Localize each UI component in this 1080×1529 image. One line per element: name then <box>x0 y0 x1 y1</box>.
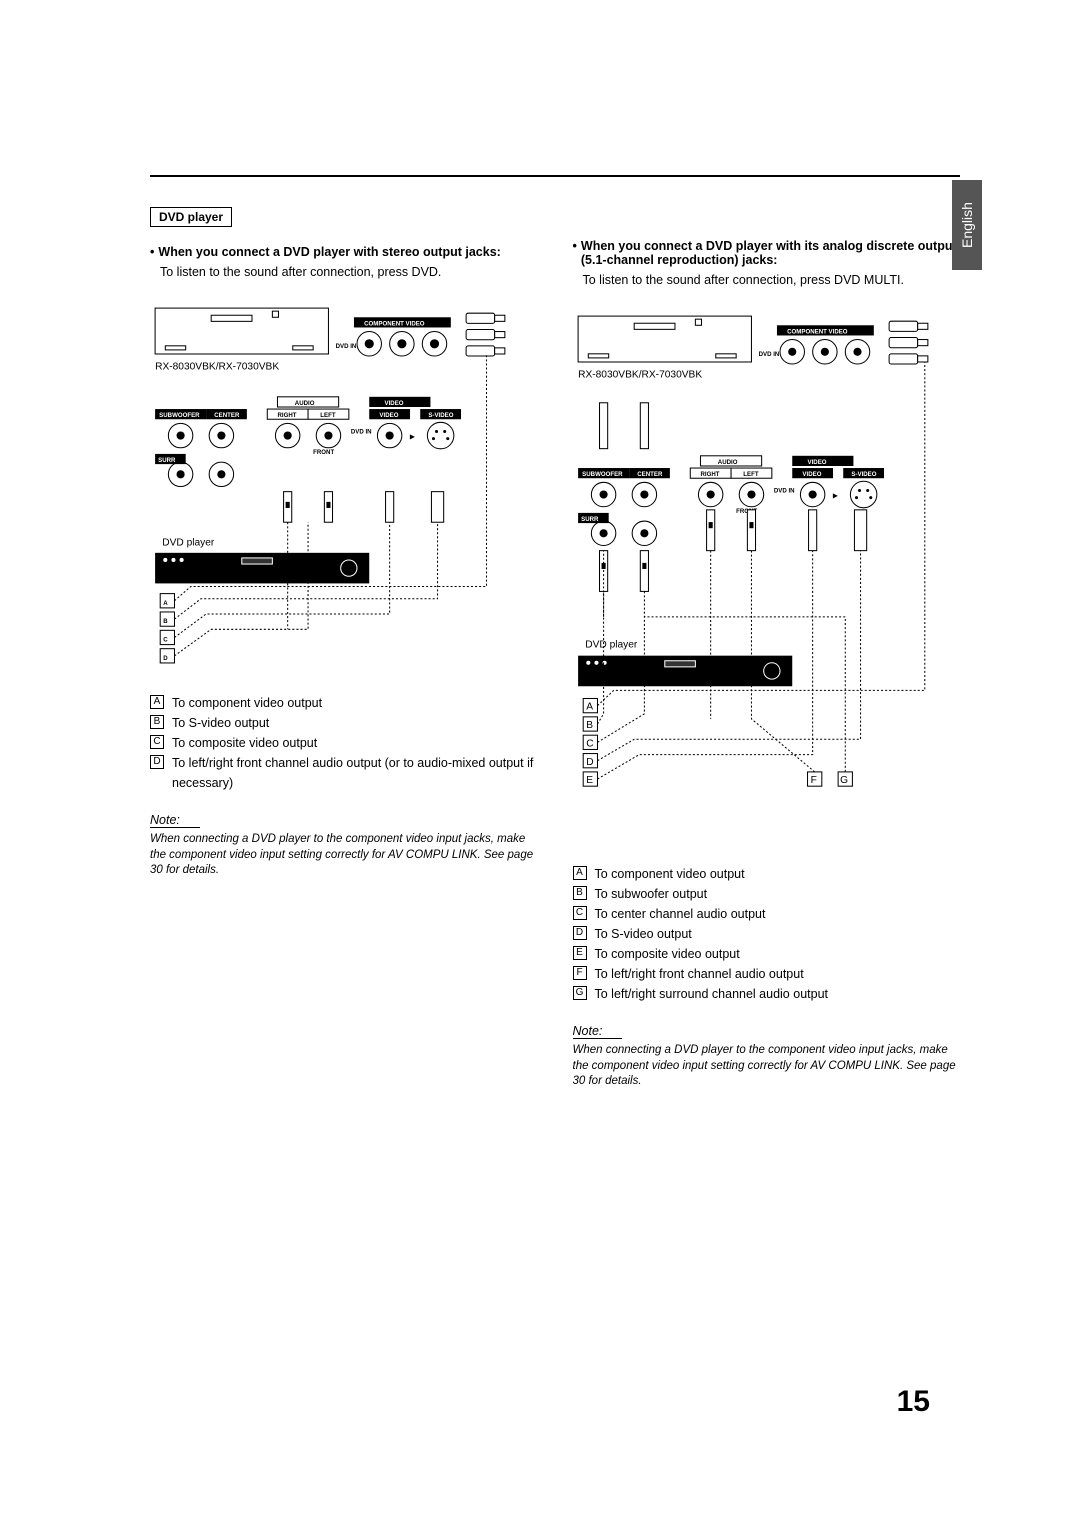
right-diagram: RX-8030VBK/RX-7030VBK COMPONENT VIDEO DV… <box>573 311 961 841</box>
legend-key: D <box>150 755 164 769</box>
svg-text:DVD IN: DVD IN <box>758 351 779 358</box>
svg-text:VIDEO: VIDEO <box>807 459 826 466</box>
dvd-player-label: DVD player <box>585 640 638 651</box>
svg-text:F: F <box>810 775 816 786</box>
legend-text: To S-video output <box>172 713 269 733</box>
legend-text: To component video output <box>172 693 322 713</box>
callout-d: D <box>160 649 174 663</box>
svg-text:S-VIDEO: S-VIDEO <box>851 471 876 478</box>
svg-text:D: D <box>586 757 593 768</box>
language-tab: English <box>952 180 982 270</box>
svg-text:C: C <box>163 637 168 644</box>
legend-key: G <box>573 986 587 1000</box>
svg-text:SURR: SURR <box>581 516 599 523</box>
model-label: RX-8030VBK/RX-7030VBK <box>155 361 279 372</box>
legend-key: B <box>573 886 587 900</box>
svg-text:▶: ▶ <box>409 434 415 441</box>
note-label: Note: <box>150 813 200 828</box>
legend-text: To composite video output <box>172 733 317 753</box>
svg-text:B: B <box>163 618 168 625</box>
svg-text:SURR: SURR <box>158 457 176 464</box>
svg-text:LEFT: LEFT <box>320 412 336 419</box>
bullet-icon: • <box>573 239 577 267</box>
note-text: When connecting a DVD player to the comp… <box>150 832 538 879</box>
svg-text:B: B <box>586 720 593 731</box>
left-column: DVD player • When you connect a DVD play… <box>150 207 538 1090</box>
legend-text: To left/right front channel audio output <box>595 964 804 984</box>
legend-text: To composite video output <box>595 944 740 964</box>
legend-key: A <box>573 866 587 880</box>
legend-key: C <box>573 906 587 920</box>
svg-text:VIDEO: VIDEO <box>802 471 821 478</box>
legend-text: To component video output <box>595 864 745 884</box>
right-legend: A To component video output B To subwoofer… <box>573 864 961 1004</box>
svg-text:VIDEO: VIDEO <box>379 412 398 419</box>
page-number: 15 <box>897 1385 930 1419</box>
legend-key: A <box>150 695 164 709</box>
callout-c: C <box>583 735 597 749</box>
legend-key: E <box>573 946 587 960</box>
legend-text: To S-video output <box>595 924 692 944</box>
callout-a: A <box>583 698 597 712</box>
callout-e: E <box>583 772 597 786</box>
svg-text:AUDIO: AUDIO <box>717 459 737 466</box>
callout-b: B <box>583 717 597 731</box>
legend-key: B <box>150 715 164 729</box>
svg-text:RIGHT: RIGHT <box>700 471 719 478</box>
right-body: To listen to the sound after connection,… <box>583 273 961 287</box>
legend-key: F <box>573 966 587 980</box>
right-heading-text: When you connect a DVD player with its a… <box>581 239 960 267</box>
svg-text:D: D <box>163 655 168 662</box>
svg-text:AUDIO: AUDIO <box>295 400 315 407</box>
left-diagram: RX-8030VBK/RX-7030VBK COMPONENT VIDEO DV… <box>150 303 538 670</box>
svg-text:E: E <box>586 775 593 786</box>
svg-text:DVD IN: DVD IN <box>336 343 357 350</box>
svg-text:FRONT: FRONT <box>313 449 334 456</box>
section-label: DVD player <box>150 207 232 227</box>
svg-text:SUBWOOFER: SUBWOOFER <box>159 412 200 419</box>
callout-c: C <box>160 630 174 644</box>
svg-text:LEFT: LEFT <box>743 471 759 478</box>
legend-text: To left/right surround channel audio out… <box>595 984 829 1004</box>
svg-text:VIDEO: VIDEO <box>385 400 404 407</box>
right-column: • When you connect a DVD player with its… <box>573 207 961 1090</box>
svg-text:G: G <box>840 775 848 786</box>
model-label: RX-8030VBK/RX-7030VBK <box>578 369 702 380</box>
legend-key: C <box>150 735 164 749</box>
svg-text:▶: ▶ <box>832 493 838 500</box>
svg-text:CENTER: CENTER <box>637 471 663 478</box>
svg-text:A: A <box>586 702 593 713</box>
callout-g: G <box>838 772 852 786</box>
callout-b: B <box>160 612 174 626</box>
callout-f: F <box>807 772 821 786</box>
left-heading-text: When you connect a DVD player with stere… <box>158 245 500 259</box>
left-heading: • When you connect a DVD player with ste… <box>150 245 538 259</box>
svg-text:SUBWOOFER: SUBWOOFER <box>582 471 623 478</box>
svg-text:RIGHT: RIGHT <box>277 412 296 419</box>
svg-text:C: C <box>586 738 593 749</box>
legend-key: D <box>573 926 587 940</box>
callout-a: A <box>160 594 174 608</box>
dvd-player-label: DVD player <box>162 538 215 549</box>
svg-text:DVD IN: DVD IN <box>773 488 794 495</box>
left-body: To listen to the sound after connection,… <box>160 265 538 279</box>
svg-text:DVD IN: DVD IN <box>351 429 372 436</box>
note-text: When connecting a DVD player to the comp… <box>573 1043 961 1090</box>
legend-text: To left/right front channel audio output… <box>172 753 538 793</box>
top-rule <box>150 175 960 177</box>
note-label: Note: <box>573 1024 623 1039</box>
legend-text: To subwoofer output <box>595 884 708 904</box>
svg-text:COMPONENT VIDEO: COMPONENT VIDEO <box>364 320 425 327</box>
bullet-icon: • <box>150 245 154 259</box>
svg-text:S-VIDEO: S-VIDEO <box>428 412 453 419</box>
svg-text:COMPONENT VIDEO: COMPONENT VIDEO <box>787 328 848 335</box>
left-legend: A To component video output B To S-video o… <box>150 693 538 793</box>
svg-text:CENTER: CENTER <box>214 412 240 419</box>
legend-text: To center channel audio output <box>595 904 766 924</box>
right-heading: • When you connect a DVD player with its… <box>573 239 961 267</box>
svg-text:A: A <box>163 600 168 607</box>
callout-d: D <box>583 754 597 768</box>
